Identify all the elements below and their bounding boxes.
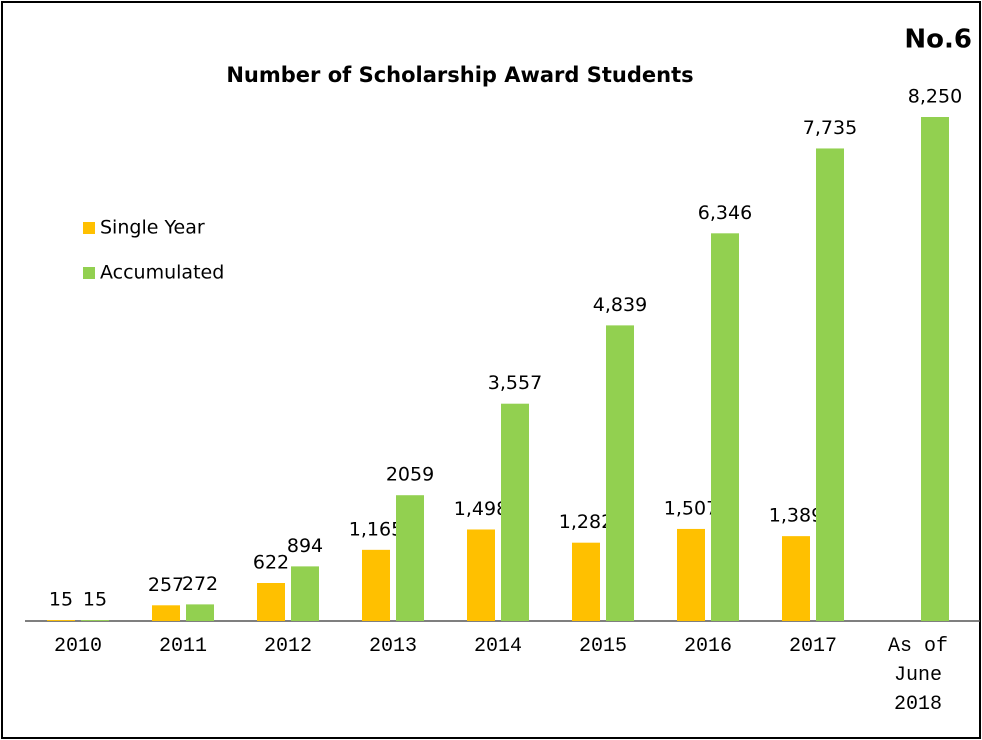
bar [362,549,390,621]
data-label: 3,557 [488,372,542,394]
x-tick-label: 2010 [53,635,102,658]
data-label: 1,282 [559,511,613,533]
x-tick-label: 2015 [578,635,627,658]
x-tick-label: 2014 [473,635,522,658]
chart-title: Number of Scholarship Award Students [226,63,693,87]
legend-swatch [83,267,95,279]
x-tick-label-box: 2017 [788,635,837,658]
data-label: 894 [287,535,323,557]
data-label: 1,498 [454,498,508,520]
data-label: 272 [182,573,218,595]
bar [186,604,214,621]
bar [291,566,319,621]
x-tick-label: As of June 2018 [887,635,948,716]
data-label: 1,389 [769,505,823,527]
x-tick-label-box: 2016 [683,635,732,658]
bar [572,542,600,621]
x-tick-label: 2012 [263,635,312,658]
bar [677,528,705,621]
x-tick-label-box: 2014 [473,635,522,658]
bar [467,529,495,621]
bar [606,325,634,621]
x-tick-label-box: As of June 2018 [887,635,948,716]
data-label: 7,735 [803,117,857,139]
bar [81,620,109,621]
data-label: 4,839 [593,294,647,316]
bar [782,536,810,621]
annotation: No.6 [904,25,972,55]
bar [396,495,424,621]
x-tick-label-box: 2012 [263,635,312,658]
x-tick-label: 2016 [683,635,732,658]
bar [816,148,844,621]
x-tick-label-box: 2013 [368,635,417,658]
x-tick-label-box: 2011 [158,635,207,658]
data-label: 15 [83,589,107,611]
bar [257,583,285,621]
x-tick-label-box: 2010 [53,635,102,658]
legend-label: Accumulated [100,262,224,284]
data-label: 8,250 [908,86,962,108]
data-label: 622 [253,552,289,574]
x-tick-label: 2011 [158,635,207,658]
x-tick-label: 2013 [368,635,417,658]
legend-label: Single Year [100,217,205,239]
x-tick-label: 2017 [788,635,837,658]
data-label: 1,507 [664,497,718,519]
bar [501,403,529,621]
bar [921,117,949,621]
data-label: 257 [148,574,184,596]
bar [152,605,180,621]
bar [47,620,75,621]
x-tick-label-box: 2015 [578,635,627,658]
data-label: 2059 [386,464,434,486]
data-label: 1,165 [349,518,403,540]
data-label: 6,346 [698,202,752,224]
legend-swatch [83,222,95,234]
data-label: 15 [49,589,73,611]
bar [711,233,739,622]
